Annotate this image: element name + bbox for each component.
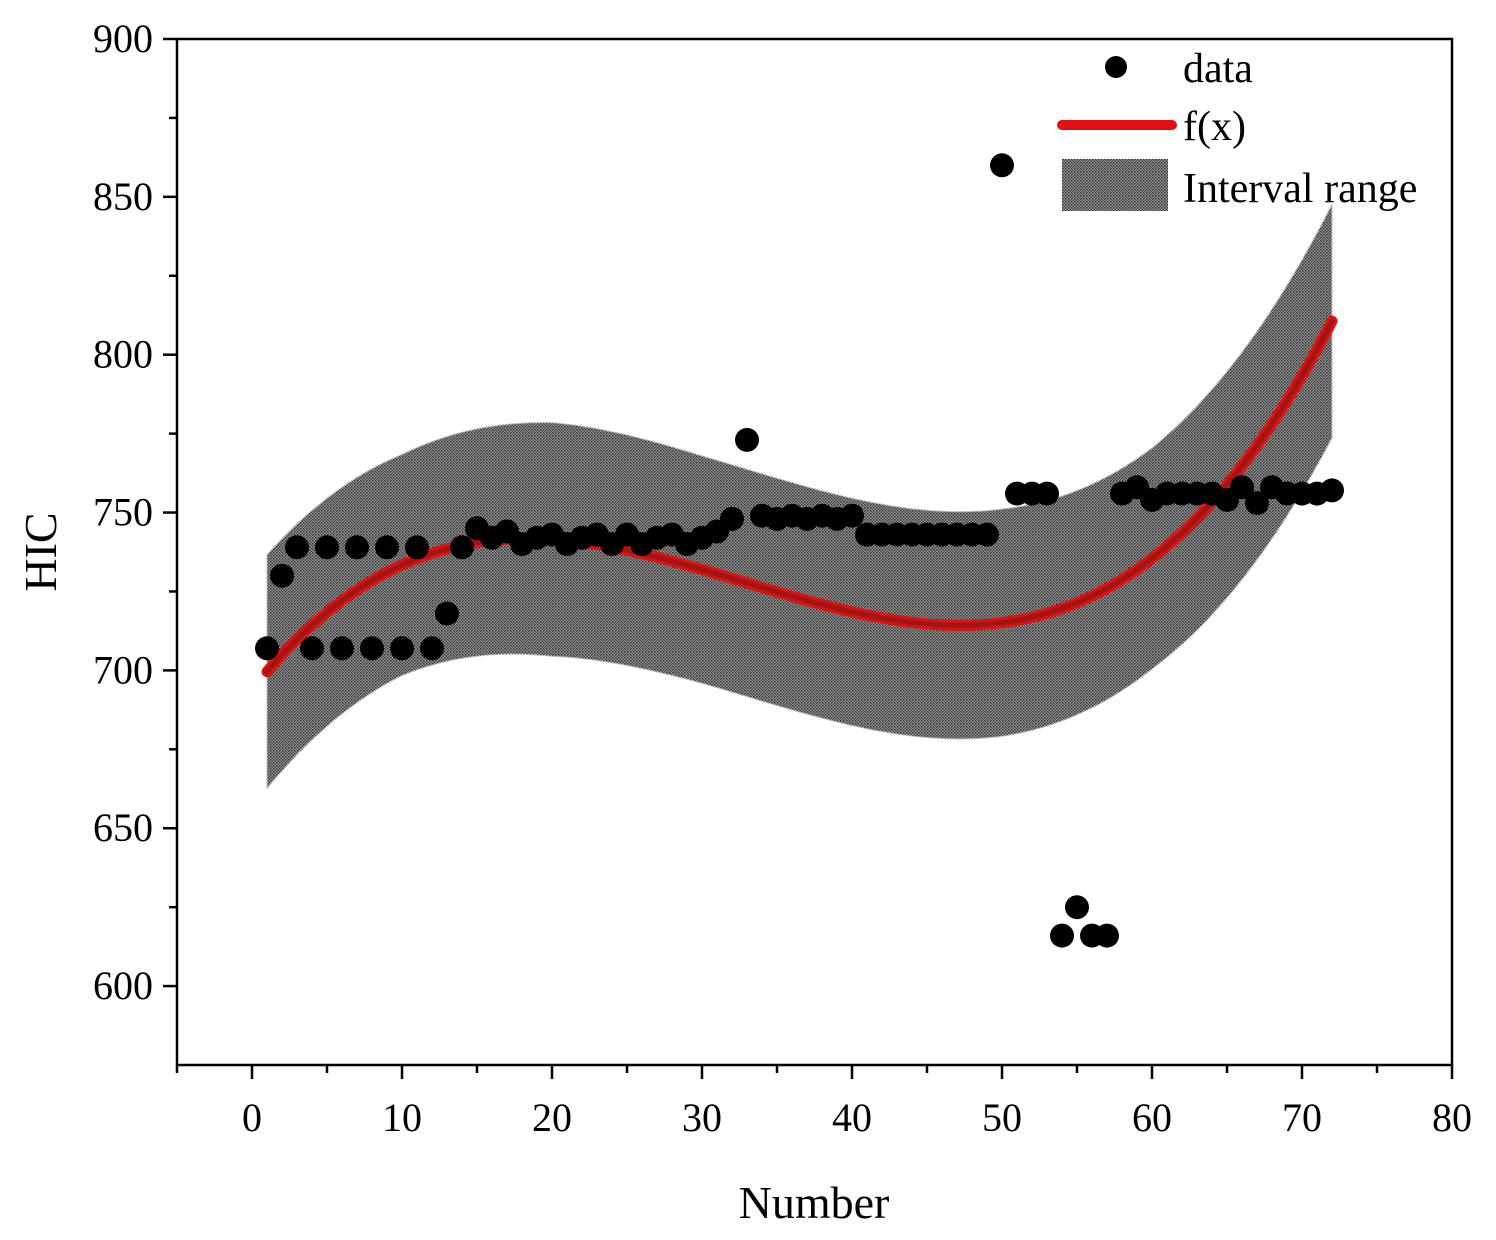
y-axis-ticks: 600 650 700 750 800 850 900 (93, 16, 177, 1008)
data-point (390, 636, 414, 661)
data-point (990, 153, 1014, 178)
fit-line-layer (261, 315, 1338, 678)
y-tick-label: 850 (93, 174, 153, 219)
x-tick-label: 30 (682, 1095, 722, 1140)
data-point (975, 522, 999, 547)
data-point (270, 563, 294, 588)
data-point (405, 535, 429, 560)
y-tick-label: 800 (93, 332, 153, 377)
x-axis-title: Number (739, 1177, 890, 1228)
data-point (330, 636, 354, 661)
data-point (1050, 923, 1074, 948)
y-tick-label: 750 (93, 490, 153, 535)
plot-frame (175, 37, 1454, 1067)
fit-line-core (264, 318, 1335, 675)
y-tick-label: 650 (93, 805, 153, 850)
data-point (285, 535, 309, 560)
data-point (300, 636, 324, 661)
data-point (1320, 478, 1344, 503)
data-point (1035, 481, 1059, 506)
legend-fx-label: f(x) (1183, 104, 1246, 150)
data-point (420, 636, 444, 661)
x-tick-label: 0 (242, 1095, 262, 1140)
data-point (1095, 923, 1119, 948)
interval-band-layer (266, 204, 1333, 790)
x-axis-ticks: 0 10 20 30 40 50 60 70 80 (175, 1065, 1472, 1140)
interval-band (266, 204, 1333, 790)
data-point (435, 601, 459, 626)
data-point (720, 506, 744, 531)
data-point (375, 535, 399, 560)
legend-data-marker (1105, 56, 1127, 78)
data-point (345, 535, 369, 560)
data-point (450, 535, 474, 560)
x-tick-label: 40 (832, 1095, 872, 1140)
legend-band-swatch (1062, 159, 1168, 211)
data-point (840, 503, 864, 528)
x-tick-label: 60 (1132, 1095, 1172, 1140)
data-point (360, 636, 384, 661)
data-points-layer (255, 153, 1344, 948)
x-tick-label: 70 (1282, 1095, 1322, 1140)
data-point (735, 427, 759, 452)
y-axis-title: HIC (15, 512, 66, 591)
x-tick-label: 50 (982, 1095, 1022, 1140)
x-tick-label: 10 (382, 1095, 422, 1140)
legend: data f(x) Interval range (1057, 46, 1417, 212)
y-tick-label: 900 (93, 16, 153, 61)
data-point (315, 535, 339, 560)
data-point (1230, 475, 1254, 500)
y-tick-label: 700 (93, 647, 153, 692)
data-point (1245, 491, 1269, 516)
data-point (255, 636, 279, 661)
x-tick-label: 20 (532, 1095, 572, 1140)
y-tick-label: 600 (93, 963, 153, 1008)
legend-data-label: data (1183, 46, 1253, 92)
legend-band-label: Interval range (1183, 166, 1417, 212)
x-tick-label: 80 (1432, 1095, 1472, 1140)
data-point (1065, 895, 1089, 920)
